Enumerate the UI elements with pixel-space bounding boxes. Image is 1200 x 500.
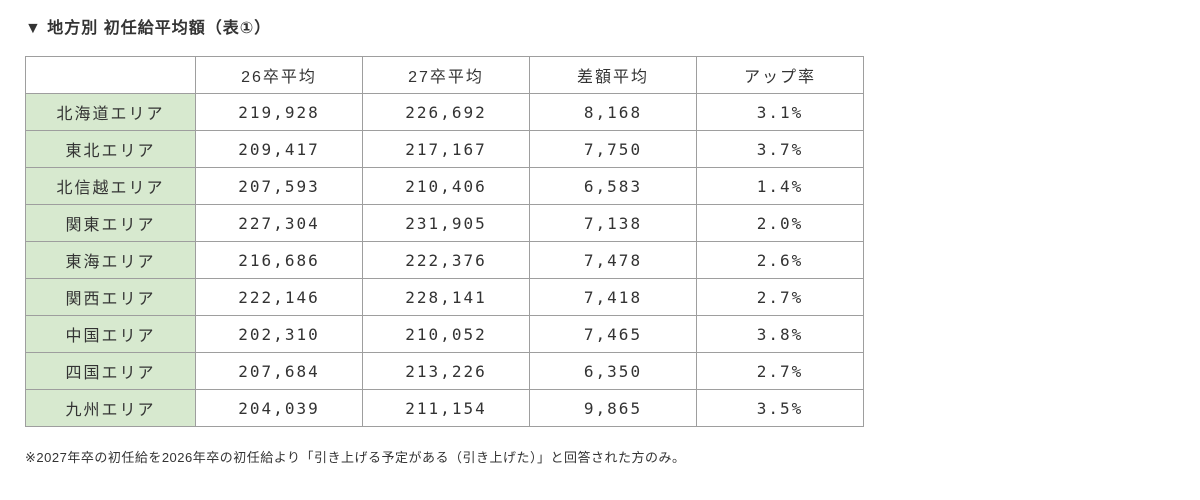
value-cell-avg27: 210,406 [362, 167, 530, 205]
table-row: 関西エリア 222,146 228,141 7,418 2.7% [25, 278, 864, 316]
column-header: アップ率 [696, 56, 864, 94]
corner-cell [25, 56, 196, 94]
value-cell-diff: 7,465 [529, 315, 697, 353]
table-row: 東海エリア 216,686 222,376 7,478 2.6% [25, 241, 864, 279]
table-header-row: 26卒平均 27卒平均 差額平均 アップ率 [25, 56, 864, 94]
salary-table: 26卒平均 27卒平均 差額平均 アップ率 北海道エリア 219,928 226,692 8… [25, 56, 864, 427]
value-cell-rate: 1.4% [696, 167, 864, 205]
column-header: 27卒平均 [362, 56, 530, 94]
value-cell-avg27: 211,154 [362, 389, 530, 427]
value-cell-avg26: 202,310 [195, 315, 363, 353]
value-cell-avg26: 222,146 [195, 278, 363, 316]
value-cell-avg27: 226,692 [362, 93, 530, 131]
table-row: 四国エリア 207,684 213,226 6,350 2.7% [25, 352, 864, 390]
value-cell-rate: 2.0% [696, 204, 864, 242]
value-cell-rate: 3.5% [696, 389, 864, 427]
table-row: 九州エリア 204,039 211,154 9,865 3.5% [25, 389, 864, 427]
value-cell-diff: 7,750 [529, 130, 697, 168]
table-body: 北海道エリア 219,928 226,692 8,168 3.1% 東北エリア 209,41… [25, 93, 864, 427]
region-cell: 北海道エリア [25, 93, 196, 131]
value-cell-avg26: 207,684 [195, 352, 363, 390]
region-cell: 北信越エリア [25, 167, 196, 205]
region-cell: 中国エリア [25, 315, 196, 353]
value-cell-avg26: 207,593 [195, 167, 363, 205]
value-cell-rate: 3.1% [696, 93, 864, 131]
value-cell-avg26: 204,039 [195, 389, 363, 427]
value-cell-diff: 7,418 [529, 278, 697, 316]
region-cell: 東海エリア [25, 241, 196, 279]
value-cell-rate: 2.7% [696, 352, 864, 390]
value-cell-diff: 9,865 [529, 389, 697, 427]
value-cell-avg27: 210,052 [362, 315, 530, 353]
value-cell-rate: 3.8% [696, 315, 864, 353]
value-cell-rate: 2.7% [696, 278, 864, 316]
value-cell-avg26: 216,686 [195, 241, 363, 279]
value-cell-avg27: 228,141 [362, 278, 530, 316]
value-cell-diff: 7,478 [529, 241, 697, 279]
value-cell-diff: 7,138 [529, 204, 697, 242]
table-row: 北海道エリア 219,928 226,692 8,168 3.1% [25, 93, 864, 131]
value-cell-avg26: 209,417 [195, 130, 363, 168]
value-cell-rate: 3.7% [696, 130, 864, 168]
page-title: ▼ 地方別 初任給平均額（表①） [25, 20, 272, 37]
value-cell-diff: 6,583 [529, 167, 697, 205]
table-row: 関東エリア 227,304 231,905 7,138 2.0% [25, 204, 864, 242]
footnote: ※2027年卒の初任給を2026年卒の初任給より「引き上げる予定がある（引き上げ… [25, 450, 686, 465]
region-cell: 九州エリア [25, 389, 196, 427]
value-cell-avg27: 231,905 [362, 204, 530, 242]
page: ▼ 地方別 初任給平均額（表①） 26卒平均 27卒平均 差額平均 アップ率 北海道エ… [25, 20, 864, 465]
region-cell: 東北エリア [25, 130, 196, 168]
region-cell: 関東エリア [25, 204, 196, 242]
region-cell: 関西エリア [25, 278, 196, 316]
value-cell-diff: 6,350 [529, 352, 697, 390]
column-header: 差額平均 [529, 56, 697, 94]
value-cell-avg26: 227,304 [195, 204, 363, 242]
value-cell-avg26: 219,928 [195, 93, 363, 131]
value-cell-avg27: 217,167 [362, 130, 530, 168]
region-cell: 四国エリア [25, 352, 196, 390]
table-row: 東北エリア 209,417 217,167 7,750 3.7% [25, 130, 864, 168]
value-cell-avg27: 213,226 [362, 352, 530, 390]
column-header: 26卒平均 [195, 56, 363, 94]
value-cell-avg27: 222,376 [362, 241, 530, 279]
value-cell-diff: 8,168 [529, 93, 697, 131]
value-cell-rate: 2.6% [696, 241, 864, 279]
table-row: 北信越エリア 207,593 210,406 6,583 1.4% [25, 167, 864, 205]
table-row: 中国エリア 202,310 210,052 7,465 3.8% [25, 315, 864, 353]
